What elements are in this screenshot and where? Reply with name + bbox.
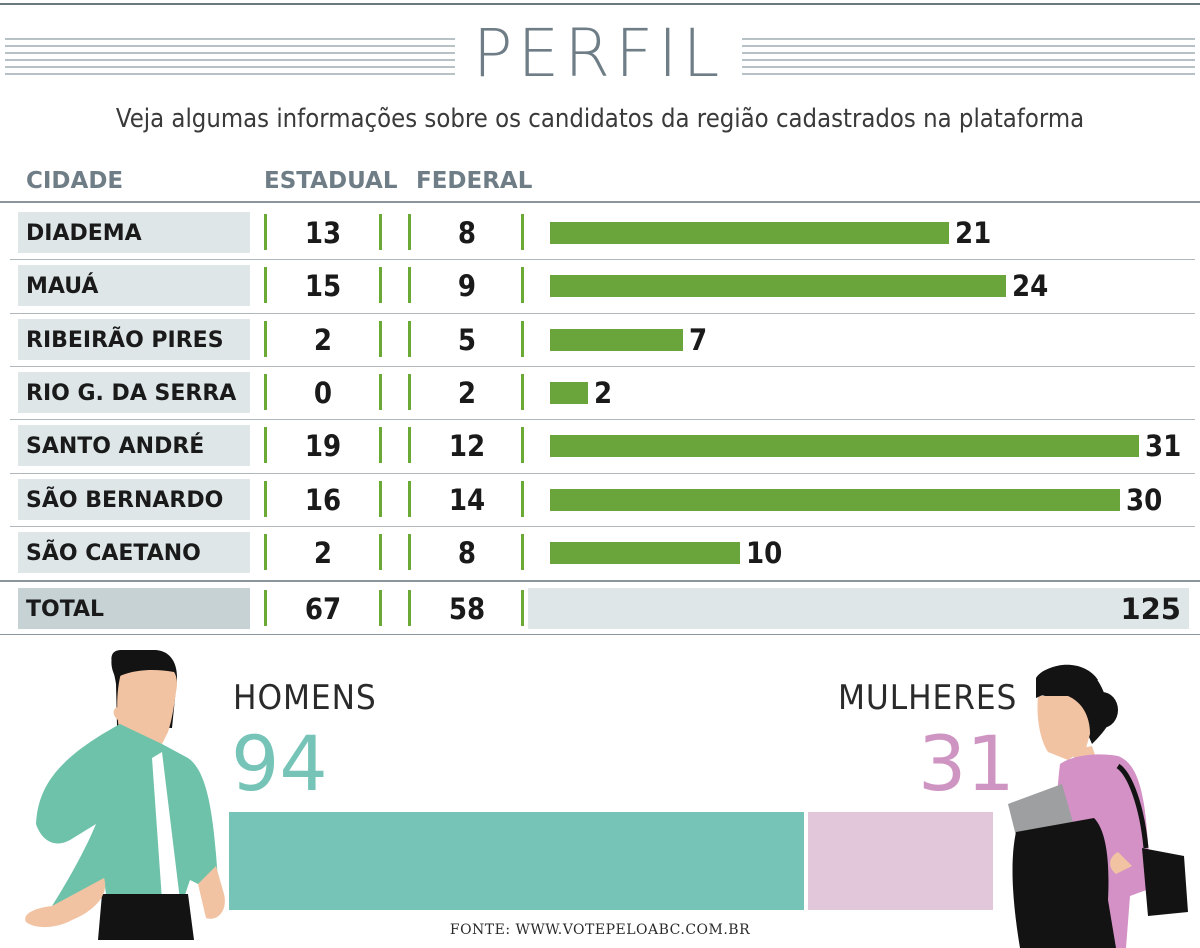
divider [264, 427, 267, 463]
divider [379, 534, 382, 570]
divider [379, 374, 382, 410]
man-illustration [25, 650, 225, 940]
divider [408, 590, 411, 626]
bar-value-label: 30 [1126, 483, 1163, 517]
federal-value: 9 [457, 269, 477, 303]
city-name: RIBEIRÃO PIRES [18, 319, 250, 360]
city-name: RIO G. DA SERRA [18, 372, 250, 413]
column-header-city: CIDADE [26, 168, 124, 194]
bar-value-label: 7 [689, 323, 708, 357]
divider [379, 267, 382, 303]
divider [264, 214, 267, 250]
divider [264, 321, 267, 357]
divider [264, 481, 267, 517]
woman-illustration [1008, 664, 1188, 948]
divider [264, 374, 267, 410]
bar-value-label: 21 [955, 216, 992, 250]
total-band [528, 588, 1189, 629]
divider [379, 321, 382, 357]
divider [521, 374, 524, 410]
row-divider [10, 419, 1195, 420]
estadual-value: 13 [304, 216, 342, 250]
total-top-rule [0, 580, 1200, 582]
decorative-lines-right [742, 38, 1195, 78]
divider [379, 590, 382, 626]
divider [521, 267, 524, 303]
row-divider [10, 473, 1195, 474]
divider [521, 481, 524, 517]
divider [408, 321, 411, 357]
women-bar [808, 812, 993, 910]
divider [408, 481, 411, 517]
women-value: 31 [918, 719, 1015, 808]
bar [550, 222, 949, 244]
table-bottom-rule [0, 634, 1200, 635]
column-header-estadual: ESTADUAL [264, 168, 398, 194]
bar-value-label: 24 [1012, 269, 1049, 303]
total-label: TOTAL [18, 588, 250, 629]
bar [550, 542, 740, 564]
men-label: HOMENS [233, 678, 377, 718]
table-top-rule [0, 201, 1200, 203]
federal-value: 8 [457, 536, 477, 570]
divider [521, 321, 524, 357]
top-rule [0, 3, 1200, 5]
city-name: SANTO ANDRÉ [18, 425, 250, 466]
divider [408, 427, 411, 463]
federal-value: 12 [448, 429, 486, 463]
total-federal-value: 58 [448, 592, 486, 626]
source-note: FONTE: WWW.VOTEPELOABC.COM.BR [449, 922, 751, 938]
bar-value-label: 2 [594, 376, 613, 410]
divider [264, 267, 267, 303]
divider [408, 374, 411, 410]
federal-value: 14 [448, 483, 486, 517]
men-value: 94 [231, 719, 328, 808]
bar [550, 435, 1139, 457]
estadual-value: 19 [304, 429, 342, 463]
bar [550, 329, 683, 351]
federal-value: 5 [457, 323, 477, 357]
divider [521, 214, 524, 250]
row-divider [10, 259, 1195, 260]
total-overall-value: 125 [1120, 592, 1181, 626]
page-subtitle: Veja algumas informações sobre os candid… [115, 104, 1085, 134]
page-title: PERFIL [472, 15, 725, 92]
divider [264, 534, 267, 570]
divider [264, 590, 267, 626]
divider [521, 534, 524, 570]
men-bar [229, 812, 804, 910]
city-name: DIADEMA [18, 212, 250, 253]
city-name: MAUÁ [18, 265, 250, 306]
divider [521, 427, 524, 463]
divider [408, 267, 411, 303]
estadual-value: 2 [313, 323, 333, 357]
decorative-lines-left [5, 38, 455, 78]
city-name: SÃO CAETANO [18, 532, 250, 573]
divider [379, 481, 382, 517]
estadual-value: 15 [304, 269, 342, 303]
divider [521, 590, 524, 626]
divider [379, 214, 382, 250]
row-divider [10, 313, 1195, 314]
women-label: MULHERES [838, 678, 1018, 718]
divider [408, 534, 411, 570]
estadual-value: 16 [304, 483, 342, 517]
column-header-federal: FEDERAL [416, 168, 533, 194]
row-divider [10, 366, 1195, 367]
bar [550, 275, 1006, 297]
total-estadual-value: 67 [304, 592, 342, 626]
row-divider [10, 526, 1195, 527]
estadual-value: 2 [313, 536, 333, 570]
bar-value-label: 10 [746, 536, 783, 570]
bar-value-label: 31 [1145, 429, 1182, 463]
federal-value: 2 [457, 376, 477, 410]
bar [550, 382, 588, 404]
city-name: SÃO BERNARDO [18, 479, 250, 520]
divider [379, 427, 382, 463]
bar [550, 489, 1120, 511]
estadual-value: 0 [313, 376, 333, 410]
divider [408, 214, 411, 250]
federal-value: 8 [457, 216, 477, 250]
